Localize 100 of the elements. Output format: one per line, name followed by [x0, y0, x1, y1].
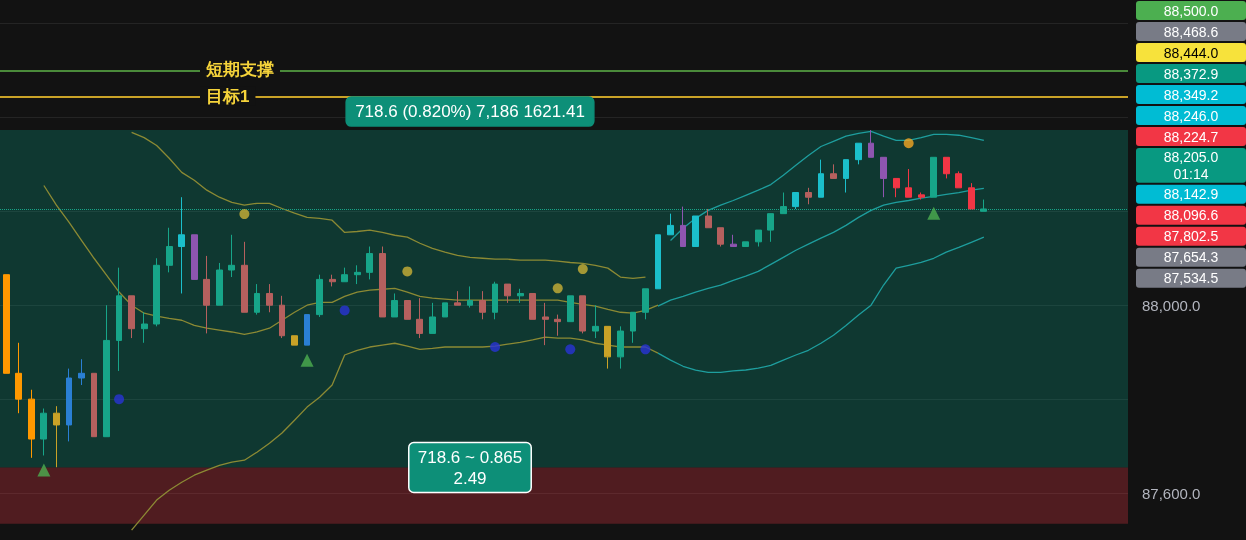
text: 88,224.7 [1163, 128, 1219, 145]
candlestick [742, 241, 749, 248]
candlestick [567, 295, 574, 323]
candlestick [416, 297, 423, 339]
candlestick [930, 156, 937, 198]
candlestick [266, 283, 273, 313]
candlestick [792, 192, 799, 210]
point [239, 209, 250, 220]
ref-line-label: 目标1 [206, 86, 250, 106]
annotation: 718.6 (0.820%) 7,186 1621.41 [355, 102, 585, 122]
candlestick [492, 281, 498, 320]
candlestick [329, 274, 336, 287]
candlestick [893, 177, 900, 198]
candlestick [479, 290, 486, 320]
point [300, 353, 314, 367]
candlestick [918, 192, 925, 201]
candlestick [692, 215, 699, 248]
point [490, 342, 501, 353]
candlestick [504, 283, 511, 304]
candlestick [442, 302, 448, 318]
point [577, 264, 588, 275]
candlestick [680, 206, 686, 248]
candlestick [316, 274, 323, 318]
candlestick [429, 302, 436, 334]
candlestick [630, 311, 636, 344]
point [114, 394, 125, 405]
text: 87,534.5 [1163, 270, 1219, 287]
candlestick [529, 292, 536, 320]
candlestick [3, 274, 10, 374]
candlestick [805, 187, 812, 205]
text: 88,142.9 [1163, 186, 1219, 203]
line-series [43, 184, 659, 335]
line-series [669, 130, 985, 242]
candlestick [203, 255, 210, 334]
line-series [657, 187, 985, 307]
candlestick [103, 304, 110, 438]
candlestick [454, 290, 461, 306]
annotation: 718.6 ~ 0.865 2.49 [417, 447, 523, 488]
candlestick [705, 208, 712, 229]
candlestick [880, 156, 887, 198]
candlestick [855, 142, 862, 165]
text: 87,802.5 [1163, 228, 1219, 245]
text: 88,246.0 [1163, 107, 1219, 124]
point [37, 463, 51, 477]
candlestick [53, 405, 60, 468]
candlestick [404, 300, 411, 320]
candlestick [818, 159, 824, 198]
candlestick [604, 325, 611, 370]
point [903, 138, 914, 149]
candlestick [592, 304, 599, 339]
candlestick [905, 168, 912, 198]
candlestick [191, 234, 198, 280]
candlestick [366, 246, 373, 280]
text: 88,349.2 [1163, 86, 1219, 103]
candlestick [968, 182, 975, 210]
candlestick [28, 389, 35, 459]
text: 88,096.6 [1163, 207, 1219, 224]
y-tick-label: 87,600.0 [1142, 484, 1201, 502]
candlestick [241, 241, 248, 313]
candlestick [279, 295, 285, 339]
point [339, 305, 350, 316]
text: 88,205.0 01:14 [1163, 148, 1219, 182]
candlestick [642, 288, 649, 320]
candlestick [228, 234, 235, 278]
candlestick [178, 196, 185, 294]
candlestick [730, 234, 737, 248]
candlestick [717, 227, 724, 248]
candlestick [830, 163, 837, 179]
candlestick [40, 408, 47, 456]
candlestick [655, 234, 661, 290]
text: 88,468.6 [1163, 23, 1219, 40]
candlestick [617, 325, 624, 370]
candlestick [767, 213, 774, 243]
candlestick [153, 257, 160, 327]
candlestick [91, 372, 97, 438]
candlestick [116, 267, 122, 372]
candlestick [291, 335, 298, 346]
candlestick [66, 368, 72, 442]
point [927, 206, 941, 220]
ref-line-label: 短期支撑 [205, 60, 274, 80]
candlestick [943, 156, 950, 179]
candlestick [467, 285, 473, 309]
candlestick [166, 227, 173, 273]
candlestick [391, 292, 398, 318]
candlestick [354, 264, 361, 285]
candlestick [843, 159, 849, 194]
point [565, 344, 576, 355]
candlestick [304, 314, 310, 346]
candlestick [216, 262, 223, 306]
point [552, 283, 563, 294]
candlestick [542, 302, 549, 346]
candlestick [517, 288, 524, 304]
line-series [657, 236, 985, 374]
candlestick [341, 267, 348, 283]
point [640, 344, 651, 355]
line-series [130, 131, 647, 280]
y-tick-label: 88,000.0 [1142, 296, 1201, 314]
candlestick [868, 129, 874, 158]
candlestick [955, 170, 962, 189]
candlestick [579, 295, 586, 334]
